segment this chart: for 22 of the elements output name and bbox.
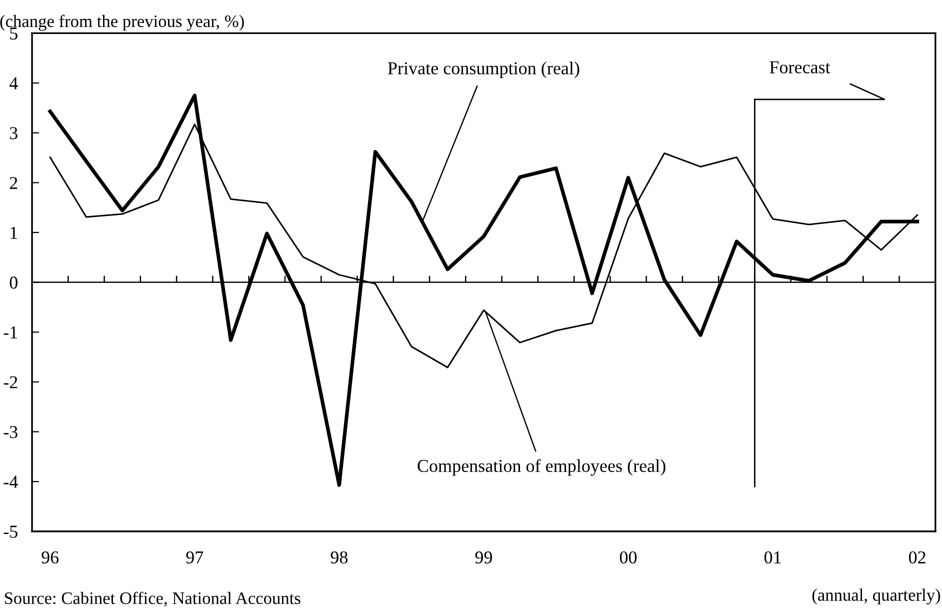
- x-tick-label: 02: [909, 551, 926, 564]
- y-tick-label: 1: [10, 226, 18, 239]
- y-tick-label: -2: [4, 376, 18, 388]
- y-tick-label: -1: [4, 326, 18, 338]
- x-tick-label: 97: [186, 551, 204, 564]
- x-tick-label: 99: [475, 551, 492, 564]
- x-tick-label: 01: [764, 551, 781, 564]
- y-tick-label: -3: [4, 426, 18, 438]
- ref-line-label: Forecast: [770, 61, 830, 74]
- text: Compensation of employees (real): [418, 459, 666, 476]
- y-tick-label: 4: [9, 77, 18, 90]
- x-axis-title: (annual, quarterly): [812, 588, 940, 604]
- source-note: Source: Cabinet Office, National Accounts: [4, 592, 300, 607]
- y-tick-label: 0: [10, 276, 18, 289]
- x-tick-label: 00: [620, 551, 637, 564]
- y-tick-label: -5: [4, 526, 18, 538]
- x-tick-label: 98: [330, 551, 348, 564]
- y-tick-label: -4: [4, 476, 18, 488]
- text: Private consumption (real): [388, 62, 580, 78]
- x-tick-label: 96: [42, 551, 59, 564]
- y-tick-label: 2: [10, 176, 18, 189]
- y-tick-label: 3: [10, 127, 18, 140]
